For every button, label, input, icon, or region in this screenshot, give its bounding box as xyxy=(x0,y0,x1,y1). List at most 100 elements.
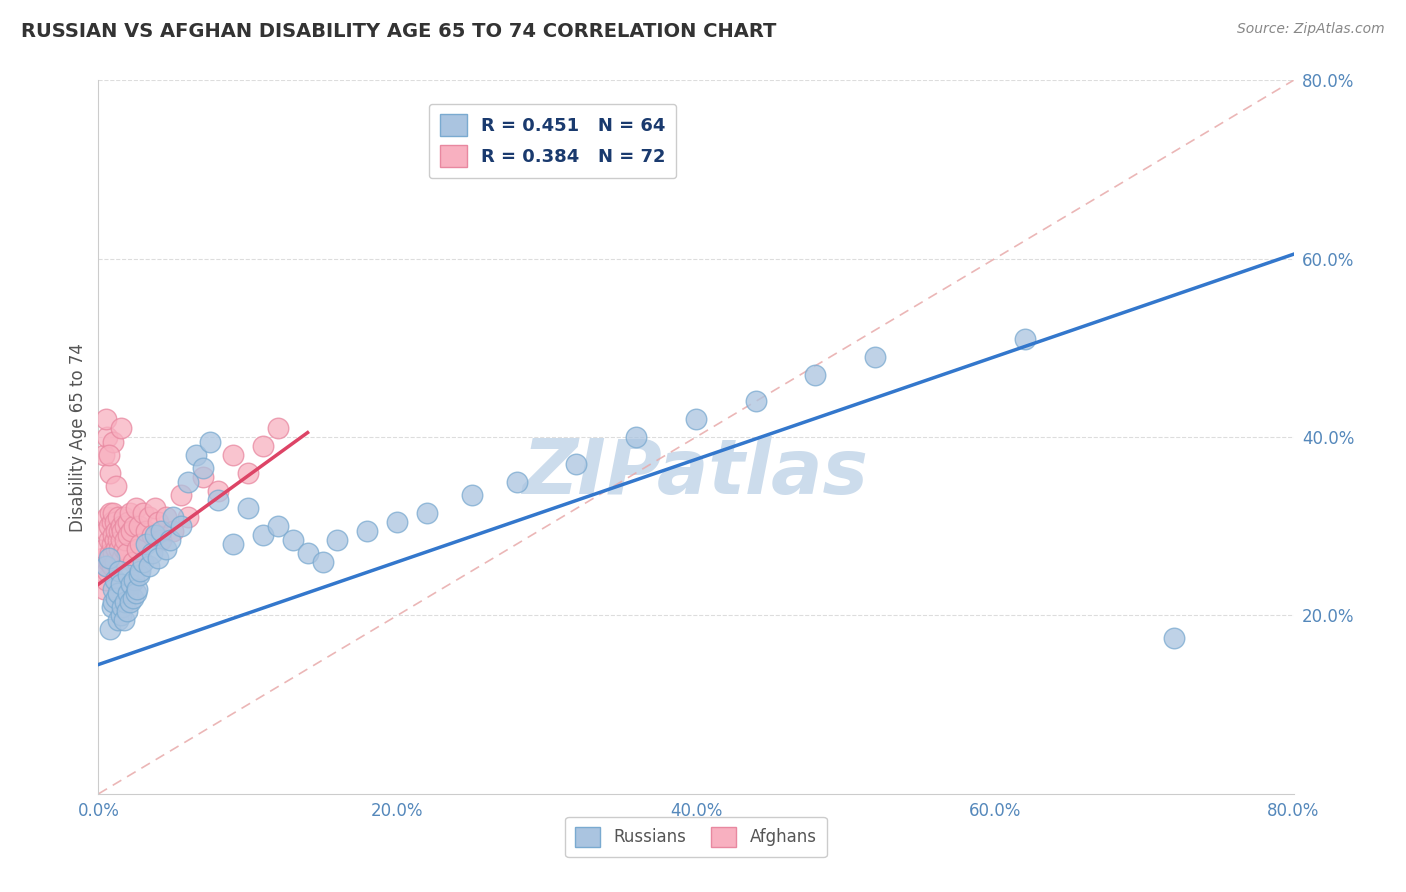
Point xyxy=(93,448,115,462)
Point xyxy=(107,510,129,524)
Point xyxy=(111,524,134,538)
Point xyxy=(110,519,132,533)
Point xyxy=(135,524,157,538)
Point xyxy=(191,470,214,484)
Point xyxy=(141,546,163,560)
Point xyxy=(98,622,122,636)
Point xyxy=(132,555,155,569)
Point xyxy=(97,550,120,565)
Point xyxy=(94,573,117,587)
Text: Source: ZipAtlas.com: Source: ZipAtlas.com xyxy=(1237,22,1385,37)
Point xyxy=(191,461,214,475)
Point xyxy=(103,434,125,449)
Point xyxy=(127,541,149,556)
Point xyxy=(93,582,115,596)
Point xyxy=(120,577,142,591)
Point xyxy=(111,550,134,565)
Point xyxy=(112,510,135,524)
Point xyxy=(162,524,184,538)
Point xyxy=(101,515,124,529)
Point xyxy=(107,533,129,547)
Legend: Russians, Afghans: Russians, Afghans xyxy=(565,816,827,857)
Point xyxy=(125,586,148,600)
Point xyxy=(108,524,131,538)
Point xyxy=(94,412,117,426)
Point xyxy=(105,524,128,538)
Point xyxy=(416,506,439,520)
Point xyxy=(200,434,222,449)
Point xyxy=(114,595,136,609)
Point xyxy=(101,559,124,574)
Point xyxy=(114,519,136,533)
Point xyxy=(207,492,229,507)
Point xyxy=(91,550,114,565)
Point xyxy=(129,564,152,578)
Point xyxy=(103,506,125,520)
Point xyxy=(169,488,191,502)
Point xyxy=(128,568,150,582)
Point xyxy=(177,510,200,524)
Text: RUSSIAN VS AFGHAN DISABILITY AGE 65 TO 74 CORRELATION CHART: RUSSIAN VS AFGHAN DISABILITY AGE 65 TO 7… xyxy=(21,22,776,41)
Point xyxy=(311,555,333,569)
Point xyxy=(120,524,142,538)
Point xyxy=(1014,332,1036,346)
Point xyxy=(96,564,118,578)
Point xyxy=(127,582,149,596)
Point xyxy=(506,475,529,489)
Point xyxy=(143,528,166,542)
Point xyxy=(385,515,409,529)
Point xyxy=(90,559,112,574)
Point xyxy=(685,412,707,426)
Point xyxy=(110,421,132,435)
Point xyxy=(121,555,143,569)
Point xyxy=(110,577,132,591)
Point xyxy=(236,501,259,516)
Point xyxy=(141,528,163,542)
Point xyxy=(745,394,768,409)
Point xyxy=(103,595,125,609)
Point xyxy=(565,457,588,471)
Point xyxy=(184,448,207,462)
Point xyxy=(101,599,124,614)
Point xyxy=(118,595,141,609)
Point xyxy=(97,533,120,547)
Point xyxy=(101,537,124,551)
Point xyxy=(150,524,173,538)
Point xyxy=(135,537,157,551)
Point xyxy=(159,533,181,547)
Point xyxy=(148,550,170,565)
Point xyxy=(97,448,120,462)
Point xyxy=(103,528,125,542)
Point xyxy=(111,599,134,614)
Point xyxy=(252,528,274,542)
Point xyxy=(162,510,184,524)
Point xyxy=(94,559,117,574)
Point xyxy=(117,568,139,582)
Point xyxy=(107,613,129,627)
Point xyxy=(138,510,160,524)
Text: ZIPatlas: ZIPatlas xyxy=(523,436,869,509)
Point xyxy=(236,466,259,480)
Point xyxy=(96,510,118,524)
Point xyxy=(356,524,378,538)
Point xyxy=(155,541,177,556)
Point xyxy=(128,519,150,533)
Point xyxy=(103,582,125,596)
Point xyxy=(207,483,229,498)
Point xyxy=(94,524,117,538)
Point xyxy=(252,439,274,453)
Point xyxy=(267,421,290,435)
Point xyxy=(103,546,125,560)
Point xyxy=(110,533,132,547)
Point xyxy=(118,506,141,520)
Point xyxy=(1163,631,1185,645)
Point xyxy=(155,510,177,524)
Point xyxy=(804,368,827,382)
Point xyxy=(107,586,129,600)
Point xyxy=(124,573,146,587)
Point xyxy=(125,501,148,516)
Point xyxy=(117,586,139,600)
Point xyxy=(110,608,132,623)
Y-axis label: Disability Age 65 to 74: Disability Age 65 to 74 xyxy=(69,343,87,532)
Point xyxy=(865,350,887,364)
